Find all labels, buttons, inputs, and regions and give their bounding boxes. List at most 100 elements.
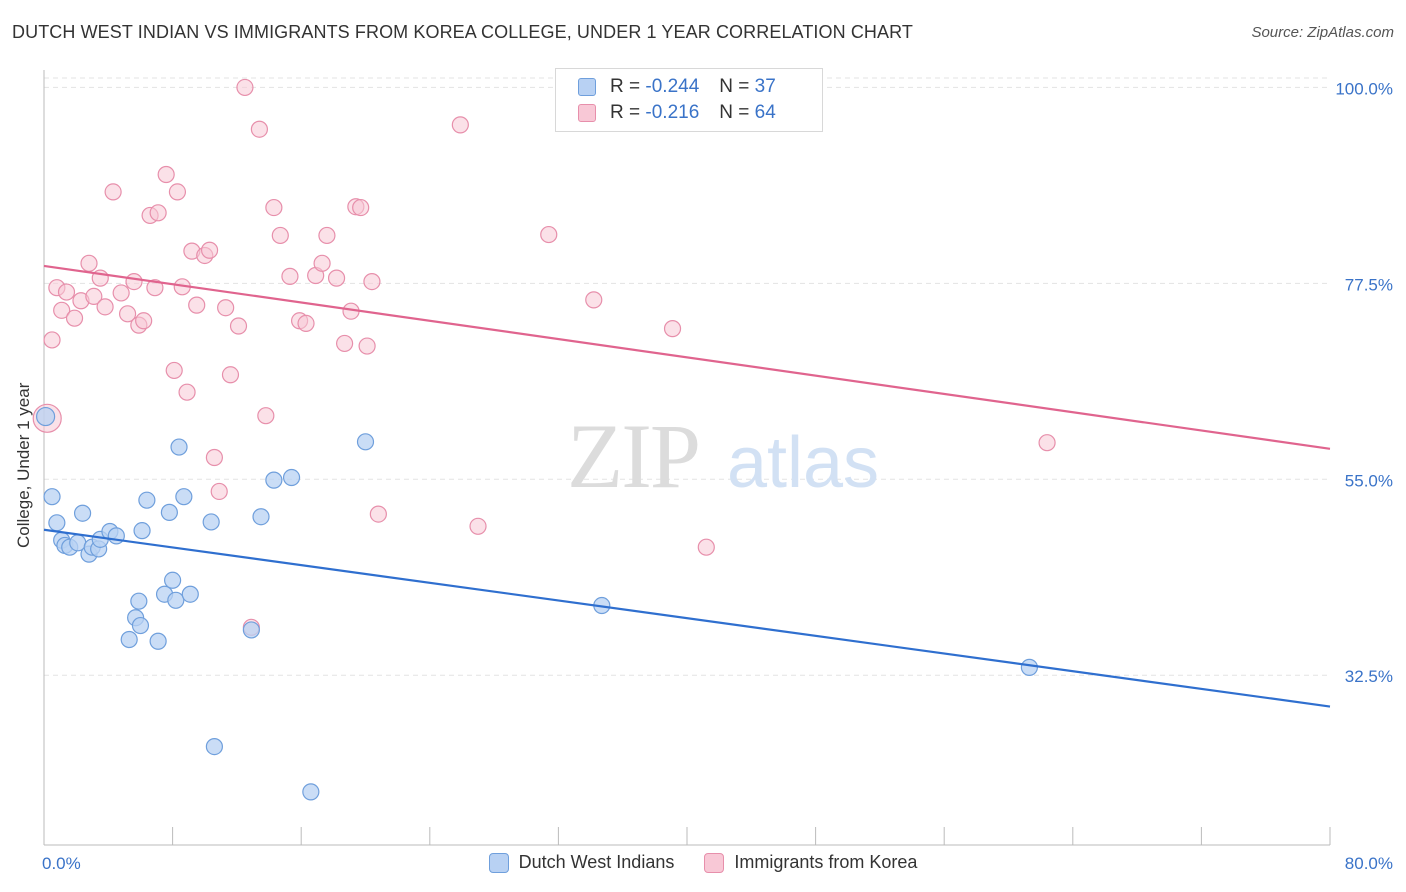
korea-point — [236, 78, 254, 97]
korea-point — [327, 269, 346, 287]
source-label: Source: ZipAtlas.com — [1251, 24, 1394, 41]
dutch-point — [36, 406, 56, 427]
legend-item-dutch: Dutch West Indians — [488, 852, 675, 873]
korea-point — [281, 267, 299, 285]
korea-point — [250, 120, 269, 138]
stats-row-korea: R = -0.216 N = 64 — [578, 101, 776, 125]
dutch-point — [252, 508, 270, 526]
x-tick-label: 80.0% — [1345, 854, 1393, 873]
legend-label-dutch: Dutch West Indians — [518, 852, 675, 872]
korea-point — [469, 517, 487, 535]
korea-point — [336, 334, 354, 353]
korea-point — [118, 305, 137, 323]
korea-point — [363, 273, 381, 291]
dutch-point — [73, 504, 92, 522]
dutch-point — [1020, 658, 1038, 676]
korea-point — [85, 287, 103, 306]
korea-point — [96, 298, 114, 316]
watermark-zip: ZIP — [567, 405, 699, 507]
chart-title: DUTCH WEST INDIAN VS IMMIGRANTS FROM KOR… — [12, 22, 913, 42]
korea-point — [352, 198, 370, 217]
stats-legend: R = -0.244 N = 37 R = -0.216 N = 64 — [555, 68, 823, 132]
korea-point — [297, 314, 315, 332]
r-label: R = — [610, 102, 641, 123]
legend-swatch-korea — [704, 852, 725, 873]
korea-point — [149, 204, 167, 222]
x-tick-label: 0.0% — [42, 854, 81, 873]
korea-point — [271, 226, 289, 245]
korea-point — [65, 309, 84, 327]
series-dutch-points — [36, 406, 1038, 801]
korea-point — [125, 273, 143, 291]
dutch-point — [205, 738, 223, 756]
axes — [43, 70, 1331, 846]
korea-point — [188, 296, 206, 314]
series-legend: Dutch West Indians Immigrants from Korea — [0, 852, 1406, 873]
korea-point — [265, 198, 283, 217]
dutch-point — [302, 783, 320, 801]
trend-lines — [43, 264, 1331, 708]
legend-label-korea: Immigrants from Korea — [734, 852, 918, 872]
korea-point — [135, 312, 153, 330]
n-label: N = — [719, 102, 750, 123]
dutch-point — [160, 503, 178, 521]
korea-point — [57, 283, 76, 301]
dutch-point — [120, 630, 138, 649]
r-value: -0.216 — [645, 102, 700, 123]
r-value: -0.244 — [645, 76, 700, 97]
y-tick-labels: 32.5% 55.0% 77.5% 100.0% — [1335, 79, 1393, 686]
y-tick-label: 32.5% — [1345, 667, 1393, 686]
korea-point — [585, 291, 603, 309]
n-label: N = — [719, 76, 750, 97]
korea-point — [43, 331, 61, 349]
korea-point — [210, 482, 228, 501]
legend-item-korea: Immigrants from Korea — [704, 852, 917, 873]
korea-point — [451, 116, 469, 134]
dutch-point — [43, 488, 61, 506]
korea-point — [178, 383, 196, 401]
korea-point — [165, 361, 183, 380]
korea-point — [157, 165, 175, 184]
dutch-point — [167, 591, 185, 609]
korea-point — [53, 301, 71, 319]
korea-point — [200, 241, 219, 259]
korea-point — [217, 299, 235, 317]
series-korea-points — [32, 78, 1056, 636]
dutch-point — [356, 433, 375, 451]
korea-point — [697, 538, 715, 556]
watermark: ZIP atlas — [567, 405, 879, 507]
korea-point — [80, 254, 98, 272]
y-tick-label: 100.0% — [1335, 79, 1393, 98]
dutch-point — [170, 438, 188, 456]
korea-point — [112, 284, 130, 302]
dutch-point — [202, 513, 220, 531]
korea-point — [229, 317, 248, 335]
dutch-point — [131, 616, 150, 635]
dutch-point — [181, 585, 199, 603]
korea-point — [318, 226, 336, 245]
dutch-point — [282, 468, 301, 487]
korea-point — [146, 279, 164, 297]
swatch-korea — [578, 104, 596, 122]
n-value: 64 — [754, 102, 776, 123]
korea-point — [221, 366, 240, 384]
korea-point — [205, 448, 223, 467]
dutch-point — [130, 592, 148, 610]
korea-point — [168, 183, 187, 201]
trend-line-dutch — [43, 528, 1331, 708]
dutch-point — [242, 621, 260, 639]
korea-point — [358, 337, 376, 355]
korea-point — [369, 505, 387, 523]
stats-row-dutch: R = -0.244 N = 37 — [578, 75, 776, 99]
korea-point — [663, 320, 682, 338]
x-tick-labels: 0.0% 80.0% — [42, 854, 1393, 873]
legend-swatch-dutch — [488, 852, 509, 873]
dutch-point — [164, 571, 182, 589]
korea-point — [313, 254, 331, 272]
dutch-point — [149, 632, 167, 650]
korea-point — [540, 225, 558, 244]
dutch-point — [48, 514, 66, 532]
swatch-dutch — [578, 78, 596, 96]
korea-point — [257, 407, 275, 425]
